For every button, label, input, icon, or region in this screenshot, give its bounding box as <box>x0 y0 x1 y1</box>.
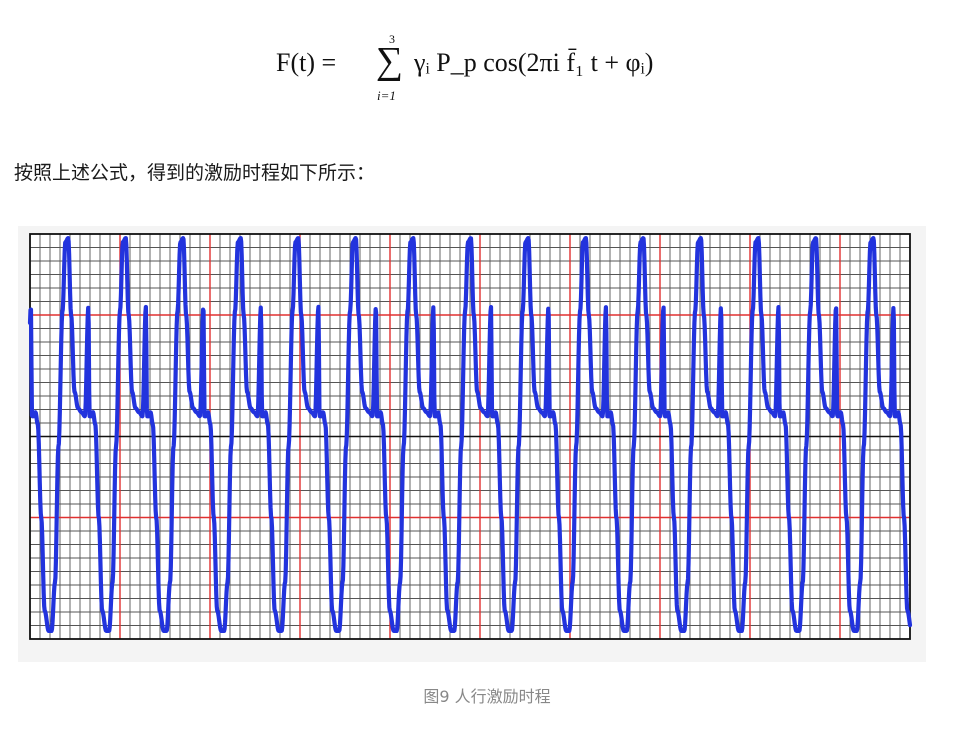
figure-caption: 图9 人行激励时程 <box>423 687 551 706</box>
formula-summand: γᵢ P_p cos(2πi f̄₁ t + φᵢ) <box>414 48 654 77</box>
excitation-formula: F(t) = ∑ 3 i=1 γᵢ P_p cos(2πi f̄₁ t + φᵢ… <box>276 28 696 108</box>
series-line-excitation <box>27 235 913 633</box>
sum-upper-limit: 3 <box>389 32 395 46</box>
summation-symbol: ∑ <box>376 40 404 82</box>
formula-lhs: F(t) = <box>276 48 337 77</box>
sum-lower-limit: i=1 <box>377 88 396 103</box>
excitation-figure <box>18 226 926 662</box>
intro-paragraph: 按照上述公式，得到的激励时程如下所示： <box>14 162 376 184</box>
plot-border <box>29 233 911 640</box>
excitation-chart <box>27 233 913 640</box>
